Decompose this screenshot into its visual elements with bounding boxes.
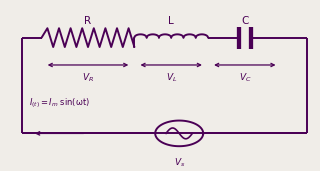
Text: $I_{(t)} = I_m$ sin(ωt): $I_{(t)} = I_m$ sin(ωt): [29, 96, 90, 109]
Text: $V_R$: $V_R$: [82, 72, 94, 84]
Text: R: R: [84, 16, 92, 26]
Text: C: C: [241, 16, 249, 26]
Text: $V_L$: $V_L$: [165, 72, 177, 84]
Text: L: L: [168, 16, 174, 26]
Text: $V_C$: $V_C$: [238, 72, 251, 84]
Text: $V_s$: $V_s$: [173, 156, 185, 169]
